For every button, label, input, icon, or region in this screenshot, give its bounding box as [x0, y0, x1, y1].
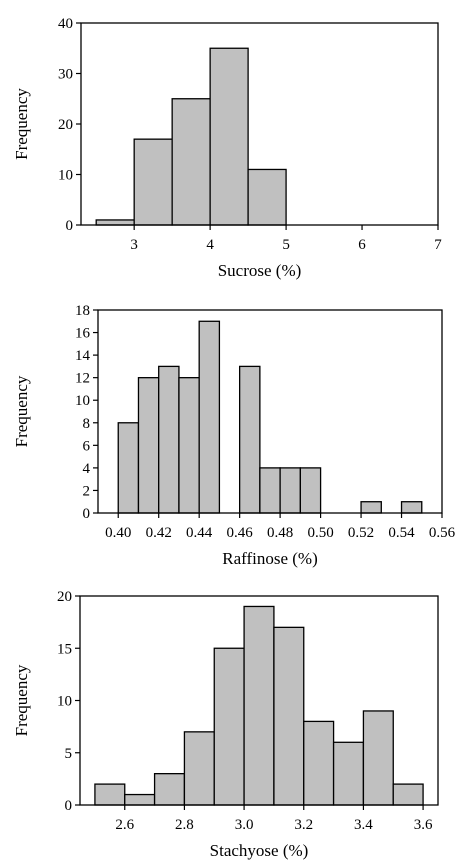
raffinose-y-tick-label: 0	[83, 506, 91, 522]
stachyose-bar	[303, 720, 335, 806]
raffinose-bar	[259, 467, 281, 514]
raffinose-x-tick-label: 0.46	[227, 525, 254, 541]
sucrose-y-axis-label: Frequency	[12, 88, 31, 160]
raffinose-y-tick-label: 14	[75, 348, 91, 364]
raffinose-bar	[137, 377, 160, 514]
raffinose-x-tick-label: 0.56	[429, 525, 456, 541]
stachyose-bar	[243, 605, 275, 806]
sucrose-x-tick-label: 6	[358, 237, 366, 253]
stachyose-y-axis-label: Frequency	[12, 664, 31, 736]
raffinose-x-tick-label: 0.54	[388, 525, 415, 541]
raffinose-y-tick-label: 8	[83, 416, 91, 432]
stachyose-bar	[94, 783, 126, 806]
stachyose-x-tick-label: 3.2	[294, 817, 313, 833]
raffinose-bar	[299, 467, 322, 514]
raffinose-y-tick-label: 16	[75, 326, 91, 342]
raffinose-y-tick-label: 12	[75, 371, 90, 387]
raffinose-y-tick-label: 2	[83, 483, 91, 499]
raffinose-y-tick-label: 6	[83, 438, 91, 454]
sucrose-x-tick-label: 4	[206, 237, 214, 253]
stachyose-x-tick-label: 3.4	[354, 817, 373, 833]
raffinose-y-tick-label: 10	[75, 393, 90, 409]
sucrose-x-axis-label: Sucrose (%)	[218, 261, 302, 280]
stachyose-bar	[153, 773, 186, 806]
stachyose-bar	[362, 710, 394, 806]
raffinose-x-tick-label: 0.42	[146, 525, 172, 541]
stachyose-y-tick-label: 15	[57, 641, 72, 657]
sucrose-x-tick-label: 7	[434, 237, 442, 253]
stachyose-bar	[183, 731, 215, 806]
stachyose-bar	[332, 741, 365, 806]
stachyose-y-tick-label: 10	[57, 694, 72, 710]
sucrose-bar	[133, 138, 173, 226]
raffinose-x-tick-label: 0.52	[348, 525, 374, 541]
raffinose-x-tick-label: 0.40	[105, 525, 131, 541]
sucrose-y-tick-label: 0	[66, 218, 74, 234]
raffinose-bar	[400, 501, 423, 514]
sucrose-y-tick-label: 40	[58, 16, 73, 32]
raffinose-x-tick-label: 0.50	[307, 525, 333, 541]
stachyose-y-tick-label: 5	[65, 746, 73, 762]
sucrose-x-tick-label: 5	[282, 237, 290, 253]
raffinose-bar	[158, 365, 180, 514]
stachyose-bar	[124, 793, 156, 806]
raffinose-x-axis-label: Raffinose (%)	[222, 549, 318, 568]
sucrose-y-tick-label: 10	[58, 168, 73, 184]
stachyose-x-tick-label: 2.6	[115, 817, 134, 833]
stachyose-y-tick-label: 0	[65, 798, 73, 814]
raffinose-plot-frame	[97, 309, 443, 514]
raffinose-y-tick-label: 4	[83, 461, 91, 477]
raffinose-bar	[117, 422, 140, 514]
stachyose-bar	[273, 626, 305, 806]
raffinose-bar	[360, 501, 382, 514]
raffinose-x-tick-label: 0.48	[267, 525, 293, 541]
sucrose-bar	[95, 219, 135, 226]
stachyose-x-tick-label: 3.6	[414, 817, 433, 833]
stachyose-x-tick-label: 3.0	[235, 817, 254, 833]
stachyose-y-tick-label: 20	[57, 589, 72, 605]
sucrose-y-tick-label: 30	[58, 67, 73, 83]
sucrose-y-tick-label: 20	[58, 117, 73, 133]
sucrose-bar	[209, 47, 249, 226]
raffinose-y-tick-label: 18	[75, 303, 90, 319]
raffinose-bar	[238, 365, 261, 514]
sucrose-bar	[171, 98, 211, 226]
stachyose-bar	[213, 647, 245, 806]
sucrose-x-tick-label: 3	[130, 237, 138, 253]
raffinose-bar	[178, 377, 200, 514]
raffinose-bar	[198, 320, 221, 514]
raffinose-bar	[279, 467, 302, 514]
raffinose-x-tick-label: 0.44	[186, 525, 213, 541]
stachyose-bar	[392, 783, 424, 806]
sucrose-bar	[247, 168, 287, 226]
stachyose-x-tick-label: 2.8	[175, 817, 194, 833]
raffinose-y-axis-label: Frequency	[12, 375, 31, 447]
stachyose-x-axis-label: Stachyose (%)	[210, 841, 309, 860]
